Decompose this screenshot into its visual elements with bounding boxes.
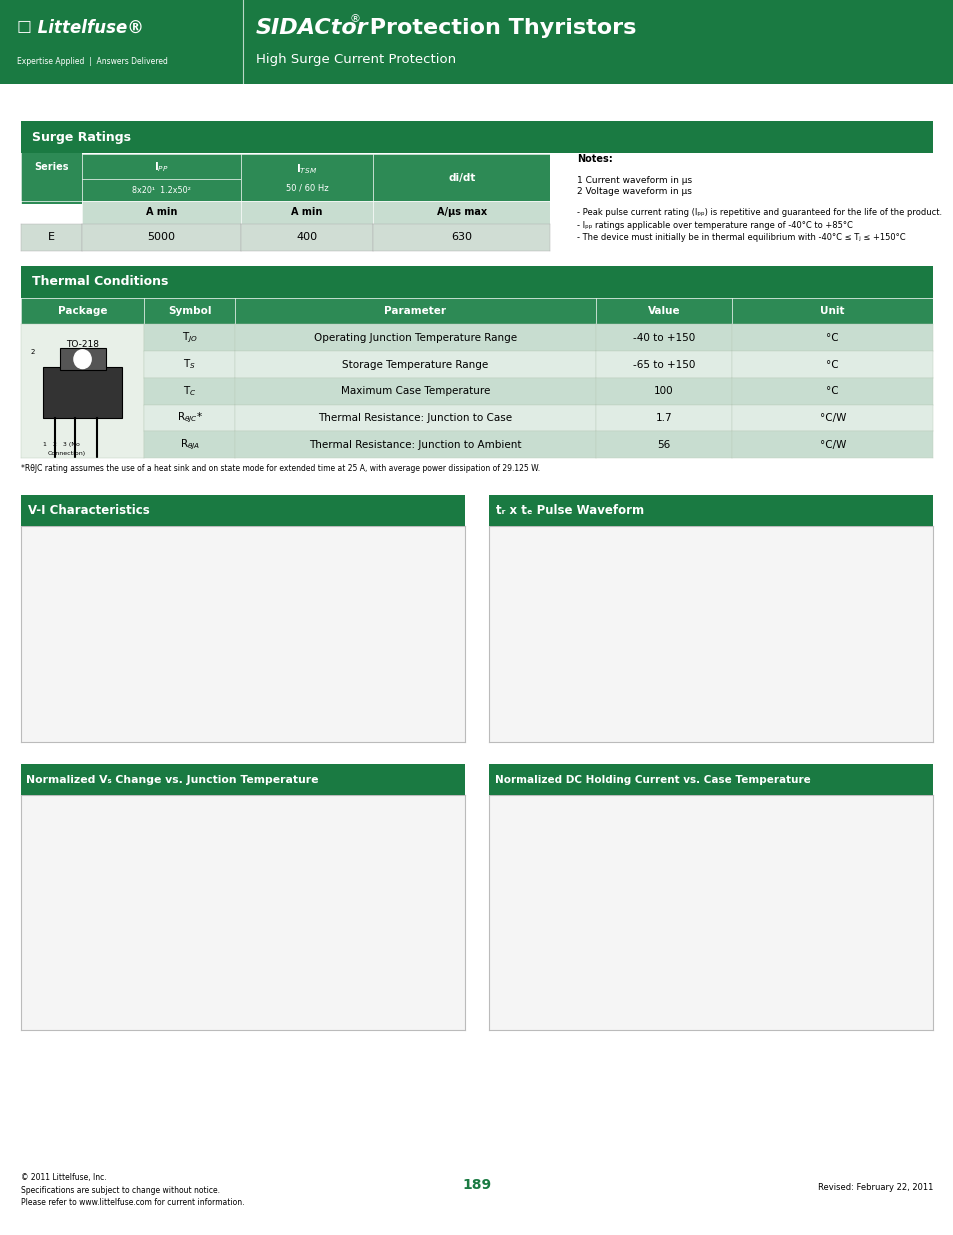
- Text: Parameter: Parameter: [384, 306, 446, 316]
- Text: 8x20¹  1.2x50²: 8x20¹ 1.2x50²: [131, 186, 192, 196]
- Text: V$_{DRM}$: V$_{DRM}$: [339, 636, 360, 648]
- Text: TO-218: TO-218: [66, 341, 99, 350]
- Text: High Surge Current Protection: High Surge Current Protection: [255, 53, 456, 65]
- Text: 2: 2: [30, 348, 35, 354]
- Text: R$_{θJC}$*: R$_{θJC}$*: [176, 411, 203, 425]
- Text: V$_T$: V$_T$: [290, 635, 303, 648]
- Text: Waveform = t$_r$ x t$_d$: Waveform = t$_r$ x t$_d$: [591, 597, 678, 609]
- Text: Series: Series: [34, 162, 69, 172]
- Text: tᵣ x tₑ Pulse Waveform: tᵣ x tₑ Pulse Waveform: [496, 504, 643, 517]
- Text: 50 / 60 Hz: 50 / 60 Hz: [285, 184, 328, 193]
- Text: Expertise Applied  |  Answers Delivered: Expertise Applied | Answers Delivered: [17, 57, 168, 65]
- Text: 1   2   3 (No: 1 2 3 (No: [43, 442, 80, 447]
- Text: T$_{S}$: T$_{S}$: [183, 358, 196, 372]
- Y-axis label: Percent of V$_S$ Change – %: Percent of V$_S$ Change – %: [51, 851, 65, 967]
- Text: A min: A min: [146, 207, 177, 217]
- Text: Thermal Conditions: Thermal Conditions: [31, 275, 168, 288]
- Text: - Peak pulse current rating (Iₚₚ) is repetitive and guaranteed for the life of t: - Peak pulse current rating (Iₚₚ) is rep…: [577, 209, 942, 242]
- Text: °C: °C: [825, 359, 838, 369]
- Text: Half Value: Half Value: [689, 634, 808, 642]
- Text: 189: 189: [462, 1178, 491, 1192]
- Text: I$_{TSM}$: I$_{TSM}$: [296, 162, 317, 177]
- Text: Thermal Resistance: Junction to Ambient: Thermal Resistance: Junction to Ambient: [309, 440, 521, 450]
- Text: Thermal Resistance: Junction to Case: Thermal Resistance: Junction to Case: [318, 412, 512, 424]
- Text: V$_S$: V$_S$: [376, 635, 390, 648]
- Text: di/dt: di/dt: [448, 174, 475, 184]
- Text: ®: ®: [349, 15, 360, 25]
- Text: ☐ Littelfuse®: ☐ Littelfuse®: [17, 19, 144, 37]
- Text: SIDACtor: SIDACtor: [255, 19, 368, 38]
- Text: 25°C: 25°C: [677, 895, 734, 929]
- Text: R$_{θJA}$: R$_{θJA}$: [179, 437, 200, 452]
- Text: I$_{DRM}$: I$_{DRM}$: [215, 627, 233, 640]
- Text: t$_r$ = rise time to peak value: t$_r$ = rise time to peak value: [732, 555, 857, 568]
- Text: I$_H$: I$_H$: [223, 608, 233, 621]
- Text: A/μs max: A/μs max: [436, 207, 486, 217]
- Text: I$_{TSM}$: I$_{TSM}$: [296, 163, 317, 177]
- Text: Normalized Vₛ Change vs. Junction Temperature: Normalized Vₛ Change vs. Junction Temper…: [27, 774, 318, 785]
- Circle shape: [73, 350, 91, 368]
- Text: Series: Series: [34, 174, 69, 184]
- Text: +I: +I: [250, 550, 260, 559]
- Text: -40 to +150: -40 to +150: [632, 332, 695, 343]
- Text: Package: Package: [58, 306, 107, 316]
- Text: Revised: February 22, 2011: Revised: February 22, 2011: [817, 1183, 932, 1192]
- Y-axis label: Ratio of
I$_H$(T$_C$ = 25°C): Ratio of I$_H$(T$_C$ = 25°C): [513, 878, 536, 940]
- Text: +V: +V: [397, 635, 412, 645]
- Text: °C: °C: [825, 332, 838, 343]
- Text: Surge Ratings: Surge Ratings: [31, 131, 131, 143]
- Text: 56: 56: [657, 440, 670, 450]
- Text: Unit: Unit: [820, 306, 844, 316]
- Text: 1.7: 1.7: [655, 412, 672, 424]
- Text: 5000: 5000: [147, 232, 175, 242]
- Text: T$_{JO}$: T$_{JO}$: [181, 331, 197, 345]
- Text: Operating Junction Temperature Range: Operating Junction Temperature Range: [314, 332, 517, 343]
- Text: Peak
Value: Peak Value: [591, 577, 616, 595]
- Text: 630: 630: [451, 232, 472, 242]
- Text: I$_{PP}$: I$_{PP}$: [153, 157, 169, 172]
- Text: A min: A min: [291, 207, 322, 217]
- Text: I$_S$: I$_S$: [224, 599, 233, 613]
- X-axis label: Junction Temperature (T$_J$) – °C: Junction Temperature (T$_J$) – °C: [185, 1011, 344, 1026]
- Text: I$_T$: I$_T$: [264, 567, 274, 580]
- Text: Notes:: Notes:: [577, 154, 612, 164]
- Text: di/dt: di/dt: [448, 173, 475, 183]
- Text: T$_{C}$: T$_{C}$: [183, 384, 196, 398]
- Text: Storage Temperature Range: Storage Temperature Range: [342, 359, 488, 369]
- Text: Protection Thyristors: Protection Thyristors: [361, 19, 636, 38]
- X-axis label: t – Time (μs): t – Time (μs): [690, 732, 759, 742]
- Text: 400: 400: [296, 232, 317, 242]
- Bar: [60, 348, 106, 370]
- Text: 50 / 60 Hz: 50 / 60 Hz: [285, 184, 328, 194]
- X-axis label: Case Temperature (T$_C$) - °C: Case Temperature (T$_C$) - °C: [664, 1011, 808, 1026]
- Text: 1 Current waveform in μs
2 Voltage waveform in μs: 1 Current waveform in μs 2 Voltage wavef…: [577, 175, 692, 196]
- Text: 8x20¹  1.2x50²: 8x20¹ 1.2x50²: [132, 185, 191, 195]
- Text: © 2011 Littelfuse, Inc.
Specifications are subject to change without notice.
Ple: © 2011 Littelfuse, Inc. Specifications a…: [21, 1173, 244, 1208]
- Text: 100: 100: [654, 387, 673, 396]
- Text: Value: Value: [647, 306, 679, 316]
- Text: -V: -V: [74, 635, 84, 645]
- Text: °C/W: °C/W: [819, 440, 845, 450]
- Text: Connection): Connection): [48, 451, 86, 456]
- Text: t$_d$ = decay time to half value: t$_d$ = decay time to half value: [732, 564, 863, 577]
- Text: °C/W: °C/W: [819, 412, 845, 424]
- Text: V-I Characteristics: V-I Characteristics: [28, 504, 150, 517]
- Text: E: E: [48, 232, 55, 242]
- Text: Normalized DC Holding Current vs. Case Temperature: Normalized DC Holding Current vs. Case T…: [495, 774, 810, 785]
- Text: -I: -I: [250, 709, 256, 719]
- Bar: [43, 367, 122, 417]
- Text: *RθJC rating assumes the use of a heat sink and on state mode for extended time : *RθJC rating assumes the use of a heat s…: [21, 463, 539, 473]
- Text: Maximum Case Temperature: Maximum Case Temperature: [340, 387, 490, 396]
- Text: I$_{PP}$: I$_{PP}$: [153, 159, 169, 174]
- Y-axis label: I$_{PP}$ – Peak Pulse Current – %I$_{PP}$: I$_{PP}$ – Peak Pulse Current – %I$_{PP}…: [494, 562, 506, 700]
- Text: -65 to +150: -65 to +150: [632, 359, 695, 369]
- Text: 25 °C: 25 °C: [166, 882, 200, 929]
- Text: °C: °C: [825, 387, 838, 396]
- Text: Symbol: Symbol: [168, 306, 212, 316]
